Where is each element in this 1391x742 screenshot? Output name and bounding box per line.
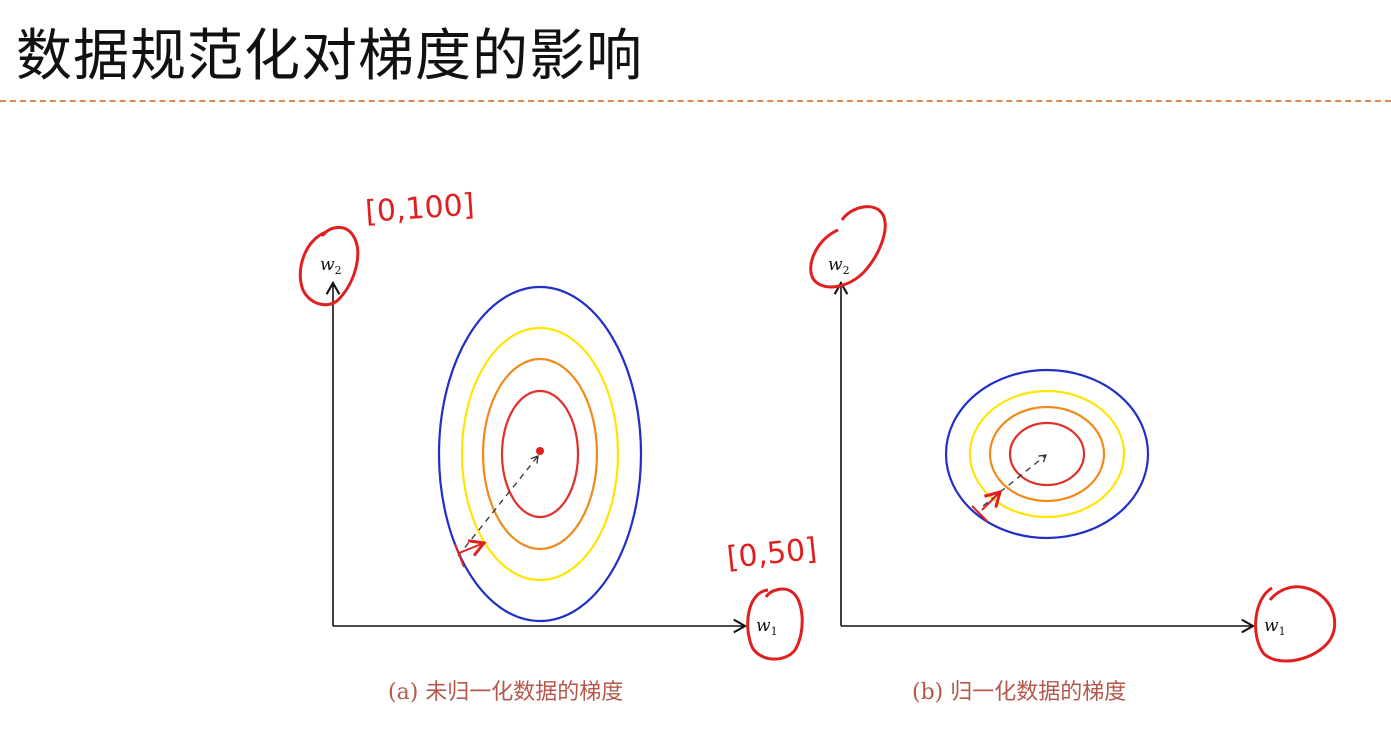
title-divider	[0, 100, 1391, 102]
panel-a-contour-outer	[437, 285, 643, 623]
panel-b-contour-2	[968, 389, 1126, 519]
panel-a-y-label-circle	[298, 226, 360, 307]
panel-a-caption: (a) 未归一化数据的梯度	[388, 680, 624, 705]
panel-a-gradient-arrow	[458, 539, 487, 557]
panel-a-x-axis-label: w1	[756, 616, 778, 638]
panel-a-minimum-point	[536, 447, 544, 455]
panel-b-gradient-tick	[971, 505, 989, 523]
panel-a-contour-3	[481, 357, 599, 551]
panel-a-contour-inner	[500, 389, 580, 519]
panel-b: w2 w1	[809, 205, 1337, 663]
panel-b-y-axis-label: w2	[828, 255, 850, 277]
panel-a-contour-2	[460, 326, 620, 582]
panel-a-y-axis-label: w2	[320, 255, 342, 277]
panel-b-contour-3	[988, 405, 1106, 503]
slide-title: 数据规范化对梯度的影响	[16, 24, 643, 89]
panel-a: w2 w1 [0,100] [0,50]	[298, 187, 819, 661]
panel-a-x-range-note: [0,50]	[725, 532, 818, 576]
panel-b-contour-outer	[944, 368, 1150, 540]
panel-b-contour-inner	[1008, 421, 1086, 487]
panel-b-y-label-circle	[809, 205, 887, 289]
panel-a-x-label-circle	[746, 587, 804, 661]
panel-b-x-axis-label: w1	[1264, 616, 1286, 638]
panel-b-x-label-circle	[1254, 585, 1337, 663]
panel-b-gradient-arrow	[981, 489, 1003, 511]
panel-a-y-range-note: [0,100]	[364, 187, 475, 230]
panel-a-gradient-tick	[454, 543, 465, 568]
panel-b-caption: (b) 归一化数据的梯度	[912, 680, 1127, 705]
